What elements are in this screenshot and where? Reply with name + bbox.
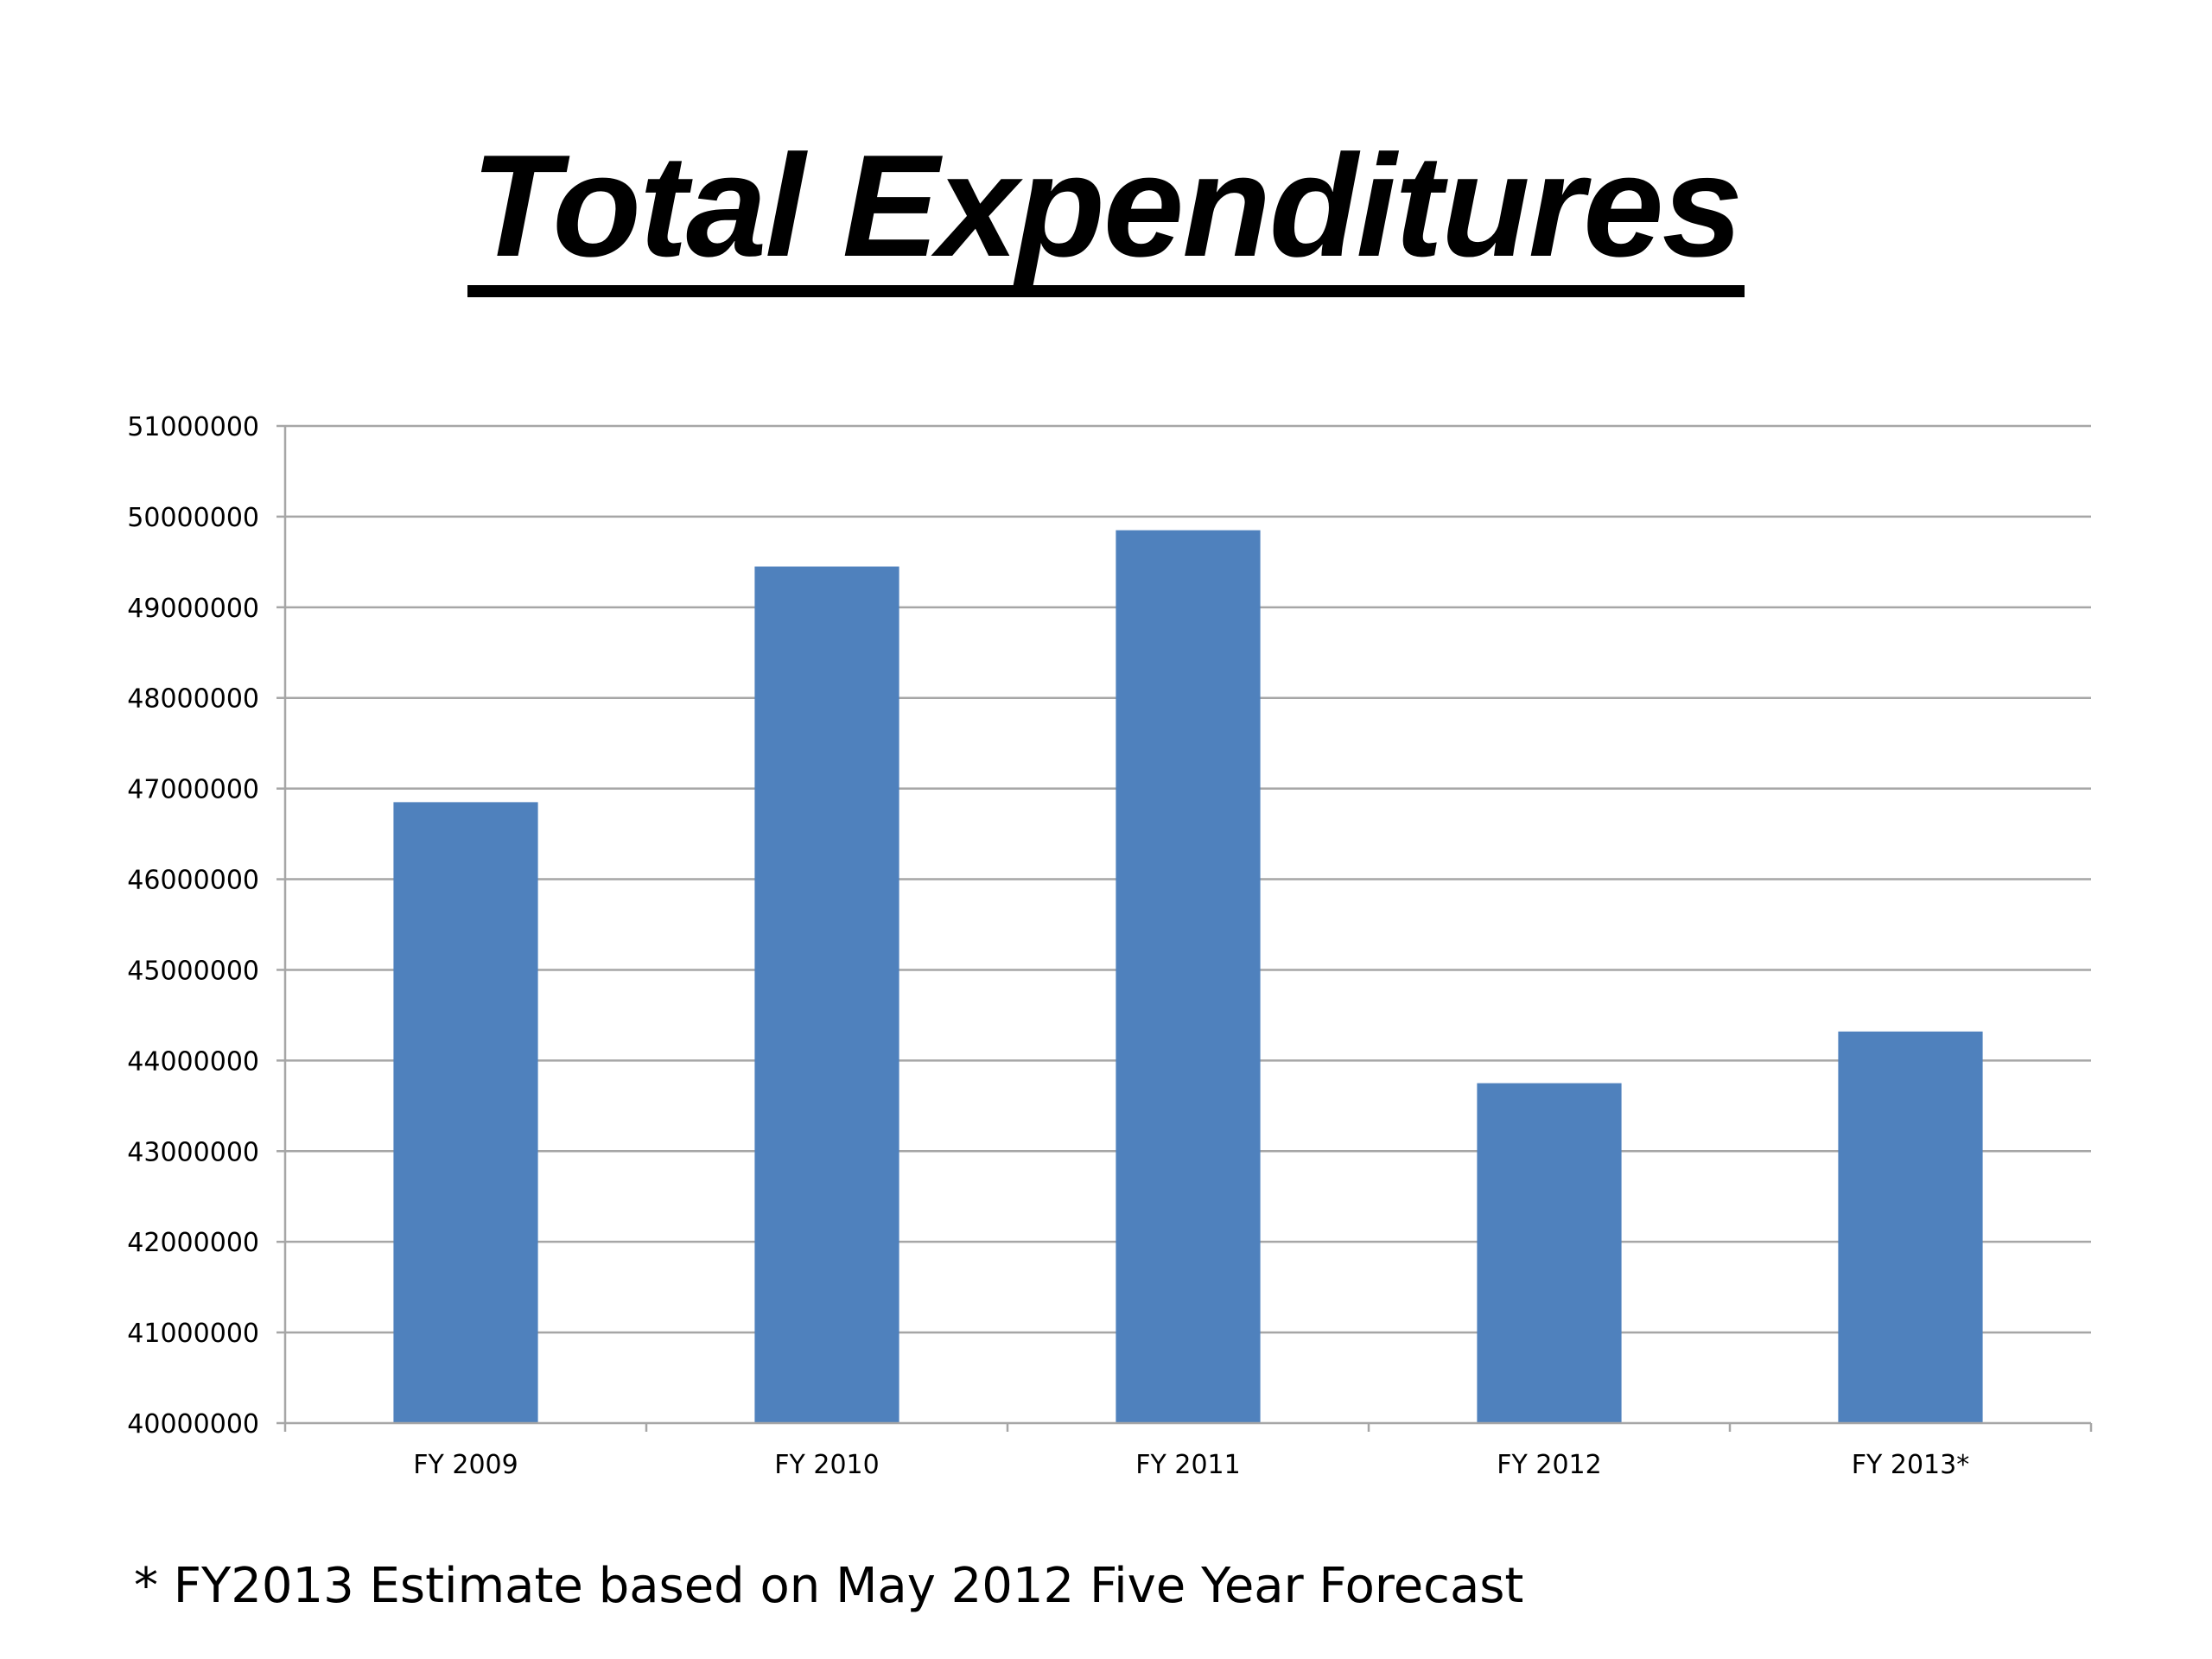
x-tick-label: FY 2012 <box>1497 1450 1601 1480</box>
y-tick-label: 40000000 <box>127 1409 259 1440</box>
y-tick-label: 45000000 <box>127 956 259 986</box>
bar <box>393 802 538 1423</box>
bar <box>1838 1031 1983 1423</box>
y-tick-label: 46000000 <box>127 866 259 896</box>
slide-title-text: Total Expenditures <box>467 130 1745 298</box>
x-tick-label: FY 2009 <box>413 1450 518 1480</box>
y-tick-label: 44000000 <box>127 1046 259 1077</box>
y-tick-label: 49000000 <box>127 594 259 624</box>
tick-labels: 40000000 41000000 42000000 43000000 44000000… <box>127 412 1969 1480</box>
y-tick-label: 47000000 <box>127 775 259 805</box>
bars <box>393 530 1983 1423</box>
slide-title: Total Expenditures <box>0 130 2212 298</box>
y-tick-label: 48000000 <box>127 684 259 715</box>
x-tick-label: FY 2010 <box>774 1450 879 1480</box>
bar <box>754 566 899 1423</box>
x-tick-label: FY 2013* <box>1852 1450 1969 1480</box>
y-tick-label: 43000000 <box>127 1137 259 1167</box>
y-tick-label: 50000000 <box>127 503 259 533</box>
y-tick-label: 41000000 <box>127 1319 259 1349</box>
y-tick-label: 51000000 <box>127 412 259 442</box>
axes <box>276 424 2093 1432</box>
x-tick-label: FY 2011 <box>1135 1450 1240 1480</box>
footnote: * FY2013 Estimate based on May 2012 Five… <box>134 1558 1524 1614</box>
bar <box>1477 1083 1622 1423</box>
bar <box>1116 530 1261 1423</box>
y-tick-label: 42000000 <box>127 1228 259 1258</box>
